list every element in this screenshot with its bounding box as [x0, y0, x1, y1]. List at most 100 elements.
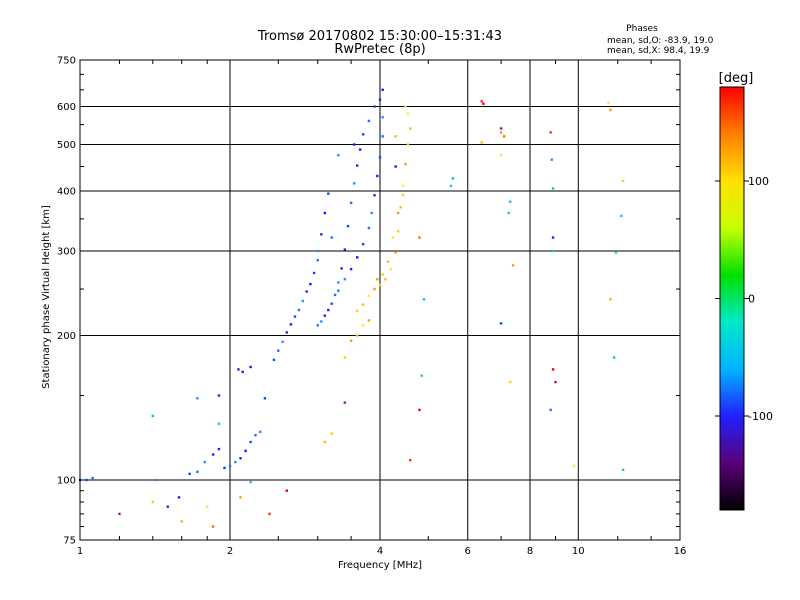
x-tick-label: 2 [227, 546, 233, 557]
data-point [361, 242, 365, 246]
data-point [499, 154, 503, 157]
data-point [285, 489, 288, 492]
data-point [384, 278, 387, 281]
data-point [151, 414, 155, 418]
data-point [381, 135, 384, 138]
data-point [343, 278, 347, 281]
data-point [352, 182, 356, 185]
plot-frame [79, 59, 681, 541]
data-point [418, 236, 421, 239]
data-point [312, 271, 316, 275]
data-point [551, 368, 555, 371]
data-point [320, 233, 323, 236]
data-point [352, 143, 356, 146]
y-tick-label: 750 [57, 56, 76, 67]
data-point [223, 466, 226, 470]
data-point [607, 101, 610, 105]
data-point [401, 184, 405, 188]
data-point [203, 460, 206, 464]
data-point [409, 127, 412, 130]
data-point [180, 520, 183, 523]
data-point [340, 267, 343, 270]
y-tick-label: 200 [57, 331, 76, 342]
data-point [249, 440, 252, 444]
colorbar-tick-label: 100 [748, 175, 769, 188]
data-point [330, 432, 333, 435]
data-point [367, 319, 371, 322]
data-point [355, 309, 359, 313]
data-point [217, 422, 221, 425]
data-point [378, 283, 382, 287]
data-point [151, 500, 155, 504]
data-point [355, 334, 359, 337]
data-point [361, 303, 365, 306]
x-tick-label: 4 [377, 546, 383, 557]
data-point [154, 478, 158, 482]
data-point [373, 194, 376, 197]
data-point [386, 260, 390, 263]
data-point [349, 339, 353, 343]
data-point [337, 154, 340, 157]
data-point [323, 440, 327, 444]
data-point [378, 98, 382, 101]
data-point [373, 105, 376, 108]
data-point [217, 447, 221, 451]
data-point [480, 141, 483, 144]
data-point [263, 397, 267, 400]
data-point [367, 119, 371, 123]
data-point [281, 340, 284, 344]
y-tick-label: 500 [57, 140, 76, 151]
stats-line-o: mean, sd,O: -83.9, 19.0 [607, 36, 714, 46]
data-point [420, 374, 423, 377]
data-point [381, 88, 384, 92]
data-point [609, 298, 612, 301]
data-point [358, 148, 362, 151]
data-point [327, 308, 330, 312]
data-point [166, 505, 169, 508]
data-point [614, 251, 618, 254]
chart-subtitle: RwPretec (8p) [334, 42, 425, 57]
data-point [346, 224, 350, 228]
data-point [249, 480, 252, 484]
data-point [91, 476, 94, 480]
data-point [551, 249, 555, 253]
y-tick-label: 400 [57, 187, 76, 198]
data-point [480, 100, 483, 103]
data-point [451, 177, 455, 180]
data-point [422, 298, 426, 301]
data-point [389, 267, 392, 271]
data-point [406, 112, 410, 115]
colorbar [719, 86, 745, 511]
data-point [391, 236, 395, 239]
x-axis: 1 2 4 6 8 10 16 [77, 60, 686, 557]
chart-title: Tromsø 20170802 15:30:00–15:31:43 [257, 29, 502, 44]
data-point [349, 201, 353, 205]
data-point [376, 174, 379, 178]
colorbar-tick-label: -100 [748, 410, 773, 423]
data-point [272, 358, 276, 362]
data-point [609, 108, 612, 112]
grid-lines [80, 60, 680, 540]
x-tick-label: 6 [465, 546, 471, 557]
data-point [502, 135, 506, 138]
data-point [259, 430, 262, 434]
data-point [237, 368, 240, 371]
data-point [499, 131, 503, 134]
data-point [508, 380, 512, 384]
data-point [367, 226, 371, 230]
data-point [549, 131, 552, 134]
y-tick-label: 75 [63, 536, 76, 547]
data-point [285, 331, 288, 334]
data-point [241, 370, 244, 374]
data-point [499, 127, 503, 130]
data-point [320, 320, 323, 323]
data-point [551, 236, 555, 239]
x-tick-label: 10 [572, 546, 585, 557]
data-point [404, 162, 407, 166]
data-point [228, 464, 232, 468]
data-point [205, 505, 209, 508]
data-point [330, 302, 333, 305]
data-point [305, 290, 308, 293]
data-point [254, 433, 257, 437]
